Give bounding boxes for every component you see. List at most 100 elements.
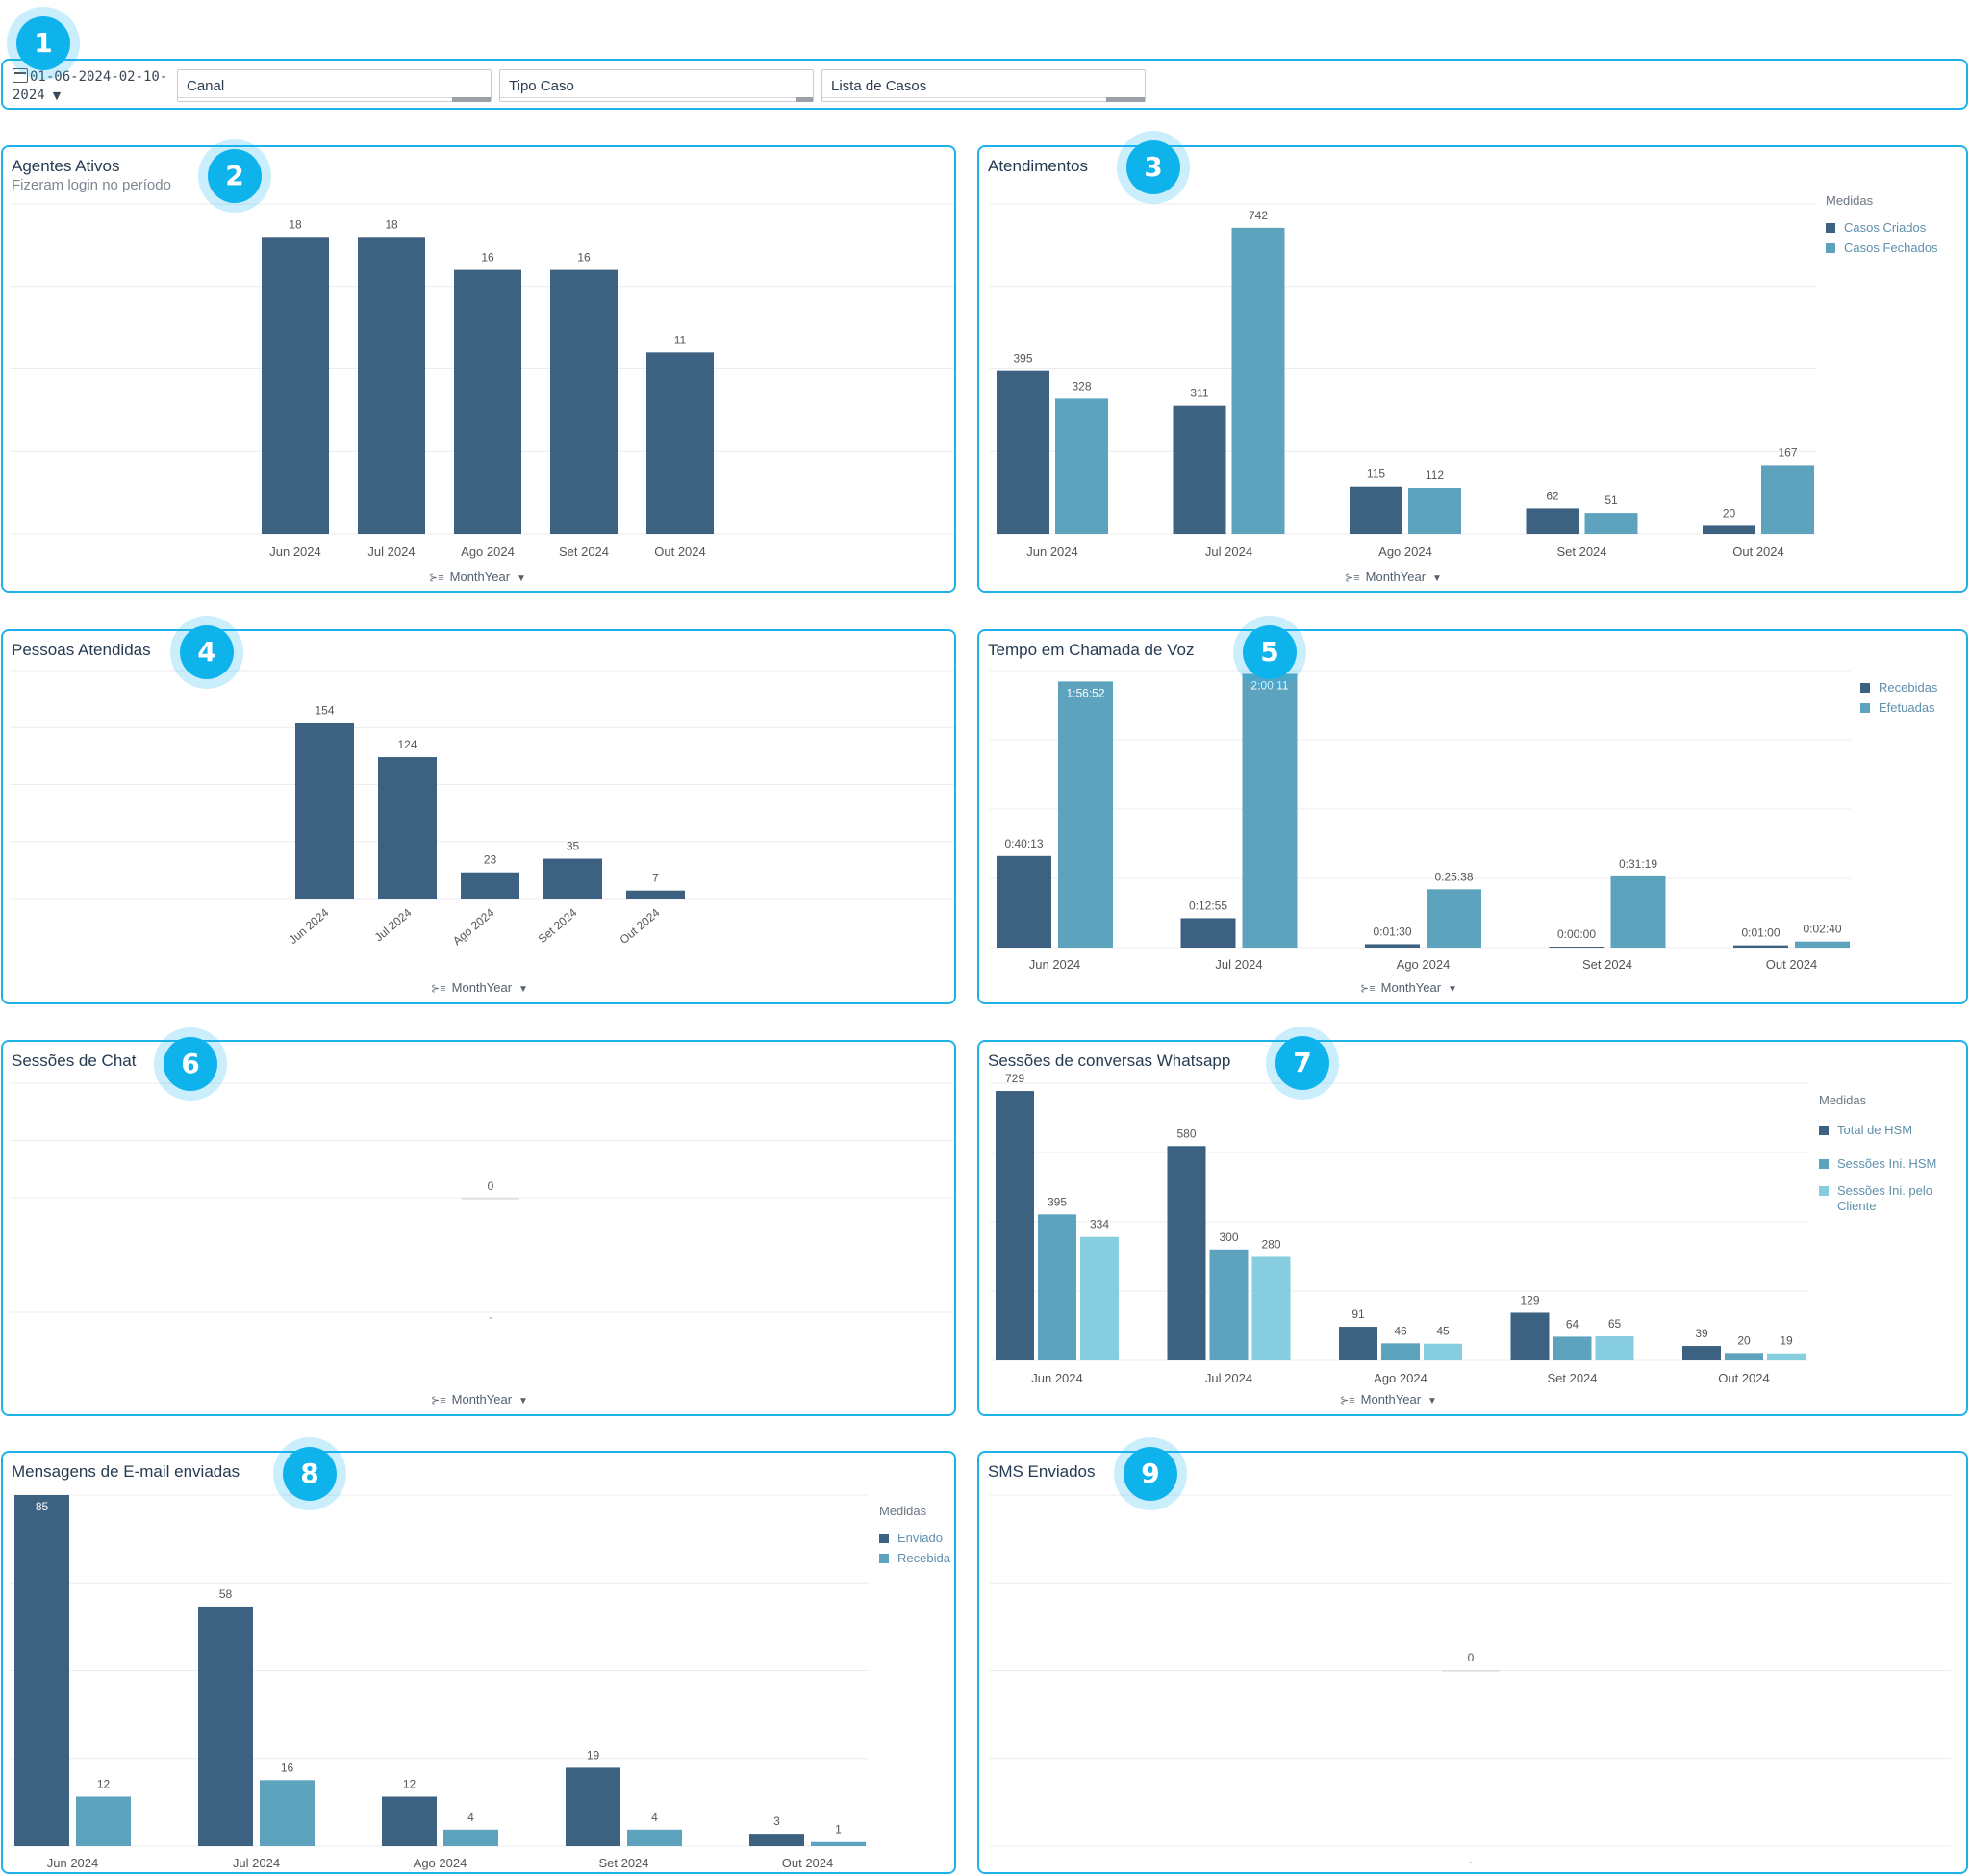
legend-item[interactable]: Enviado	[879, 1531, 950, 1546]
bar	[550, 269, 618, 534]
monthyear-axis-control[interactable]: ⊱≡ MonthYear ▼	[1340, 1392, 1437, 1407]
data-label: 62	[1546, 489, 1559, 502]
tipo-caso-filter[interactable]: Tipo Caso	[499, 69, 814, 102]
legend-item[interactable]: Sessões Ini. HSM	[1819, 1156, 1954, 1172]
drill-icon: ⊱≡	[1345, 572, 1360, 584]
bar	[627, 1829, 682, 1846]
bar	[1682, 1346, 1721, 1360]
atendimentos-panel: 395 328 Jun 2024 311 742 Jul 2024 115 112 Ago 20…	[977, 145, 1968, 593]
data-label: 58	[219, 1587, 233, 1601]
category-label: Jul 2024	[367, 545, 415, 559]
axis-control-label: MonthYear	[1365, 570, 1427, 584]
category-label: Jun 2024	[1026, 545, 1078, 559]
bar	[1703, 525, 1755, 534]
data-label: 395	[1048, 1195, 1067, 1208]
data-label: 742	[1249, 209, 1268, 222]
category-label: Ago 2024	[450, 905, 497, 948]
bar	[1167, 1146, 1206, 1360]
data-label: 115	[1367, 468, 1385, 481]
legend-item[interactable]: Casos Fechados	[1826, 241, 1938, 256]
data-label: 0:12:55	[1189, 899, 1227, 912]
legend-title: Medidas	[1826, 193, 1874, 208]
panel-title: Tempo em Chamada de Voz	[988, 641, 1195, 659]
category-label: Set 2024	[536, 905, 580, 946]
lista-casos-filter[interactable]: Lista de Casos	[821, 69, 1146, 102]
legend-item[interactable]: Recebidas	[1860, 680, 1937, 696]
legend-label: Enviado	[897, 1531, 943, 1545]
date-range-picker[interactable]: 01-06-2024-02-10- 2024 ▼	[13, 68, 176, 107]
data-label: 65	[1608, 1317, 1622, 1331]
category-label: Jun 2024	[1029, 957, 1081, 972]
bar	[1242, 673, 1298, 948]
bar	[1408, 487, 1461, 534]
canal-filter[interactable]: Canal	[177, 69, 492, 102]
category-label: Jul 2024	[233, 1856, 280, 1870]
bar	[358, 237, 425, 535]
data-label: 0:02:40	[1803, 923, 1841, 936]
data-label: 334	[1090, 1218, 1109, 1231]
legend-label: Sessões Ini. HSM	[1837, 1156, 1937, 1171]
data-label: 35	[567, 840, 580, 853]
legend-item[interactable]: Casos Criados	[1826, 220, 1938, 236]
callout-badge: 7	[1275, 1036, 1329, 1090]
legend-label: Sessões Ini. pelo Cliente	[1837, 1183, 1933, 1213]
bar	[1173, 405, 1226, 534]
divider	[178, 97, 491, 98]
data-label: 4	[467, 1811, 474, 1824]
bar	[997, 855, 1051, 948]
data-label: 11	[674, 333, 687, 346]
callout-badge: 9	[1124, 1447, 1177, 1501]
legend-label: Casos Fechados	[1844, 241, 1938, 255]
legend-item[interactable]: Total de HSM	[1819, 1123, 1954, 1138]
legend-item[interactable]: Efetuadas	[1860, 700, 1937, 716]
monthyear-axis-control[interactable]: ⊱≡ MonthYear ▼	[429, 570, 526, 584]
data-label: 0:01:30	[1373, 925, 1411, 938]
dropdown-handle[interactable]	[1106, 97, 1145, 102]
data-label: 3	[773, 1814, 780, 1828]
bar	[1526, 508, 1579, 534]
data-label: 4	[651, 1811, 658, 1824]
bar	[1251, 1256, 1291, 1360]
date-range-start: 01-06-2024-02-10-	[30, 69, 168, 85]
monthyear-axis-control[interactable]: ⊱≡ MonthYear ▼	[431, 980, 528, 995]
data-label: 112	[1426, 469, 1444, 482]
category-label: Jun 2024	[269, 545, 321, 559]
chevron-down-icon: ▼	[1427, 1396, 1437, 1407]
dropdown-handle[interactable]	[796, 97, 813, 102]
data-label: 64	[1566, 1317, 1579, 1331]
category-label: Out 2024	[1718, 1371, 1770, 1385]
data-label: 280	[1261, 1237, 1280, 1251]
dropdown-handle[interactable]	[452, 97, 491, 102]
bar	[461, 872, 519, 899]
data-label: 51	[1604, 494, 1618, 507]
data-label: 12	[97, 1777, 111, 1790]
data-label: 328	[1072, 379, 1091, 393]
legend-item[interactable]: Recebida	[879, 1551, 950, 1566]
chart-legend: Medidas Casos Criados Casos Fechados	[1826, 193, 1938, 261]
chart-legend: Medidas Total de HSM Sessões Ini. HSM Se…	[1819, 1093, 1954, 1219]
mensagens-email-chart: 85 12 Jun 2024 58 16 Jul 2024 12 4 Ago 2024 19 4 Se…	[10, 1494, 869, 1870]
drill-icon: ⊱≡	[431, 1395, 446, 1407]
data-label: 19	[587, 1748, 600, 1762]
category-label: Out 2024	[654, 545, 706, 559]
data-label: 7	[652, 872, 659, 885]
category-label: Out 2024	[1766, 957, 1818, 972]
data-label: 124	[397, 738, 417, 751]
bar	[626, 890, 685, 899]
axis-control-label: MonthYear	[1380, 980, 1442, 995]
data-label: 20	[1723, 506, 1736, 520]
category-label: Ago 2024	[461, 545, 515, 559]
agentes-ativos-panel: 18 Jun 2024 18 Jul 2024 16 Ago 2024 16 Set 2024…	[1, 145, 956, 593]
legend-item[interactable]: Sessões Ini. pelo Cliente	[1819, 1183, 1954, 1214]
callout-badge: 5	[1243, 625, 1297, 679]
axis-control-label: MonthYear	[451, 980, 513, 995]
monthyear-axis-control[interactable]: ⊱≡ MonthYear ▼	[431, 1392, 528, 1407]
data-label: 45	[1436, 1325, 1450, 1338]
bar	[1761, 465, 1814, 534]
sms-enviados-chart: 0-	[990, 1494, 1951, 1868]
bar	[1584, 513, 1638, 534]
monthyear-axis-control[interactable]: ⊱≡ MonthYear ▼	[1345, 570, 1442, 584]
panel-title: Atendimentos	[988, 157, 1088, 175]
monthyear-axis-control[interactable]: ⊱≡ MonthYear ▼	[1360, 980, 1457, 995]
data-label: 85	[36, 1500, 49, 1513]
